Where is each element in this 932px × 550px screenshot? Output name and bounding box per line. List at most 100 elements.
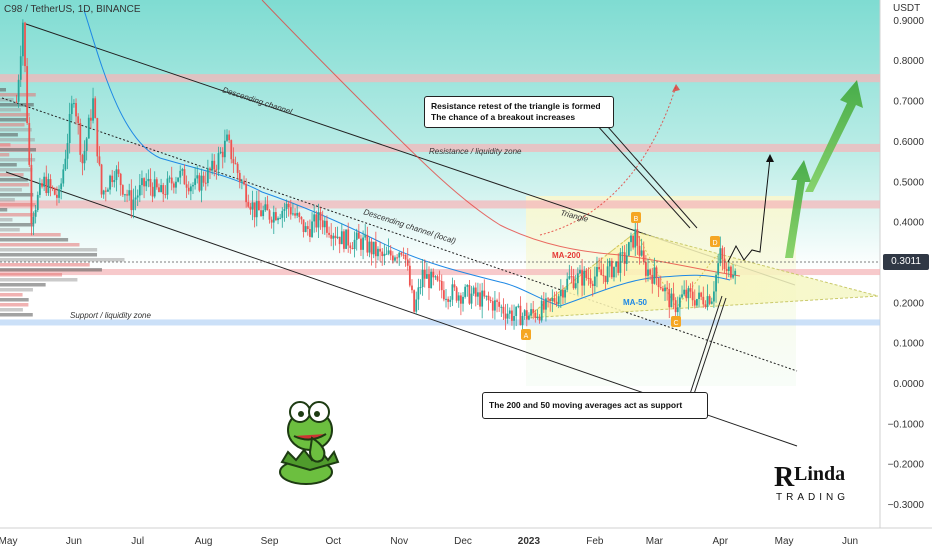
candle-body (398, 252, 401, 258)
candle-body (198, 175, 201, 191)
candle-body (659, 287, 662, 289)
candle-body (206, 168, 209, 184)
volume-profile-bar (0, 223, 35, 227)
candle-body (483, 290, 486, 297)
candle-body (389, 250, 392, 256)
candle-body (153, 179, 156, 197)
candle-body (600, 269, 603, 276)
candle-body (730, 266, 732, 278)
logo-letter: R (774, 462, 795, 493)
time-tick-label: Dec (454, 536, 472, 547)
candle-body (536, 316, 539, 319)
time-tick-label: Jun (66, 536, 82, 547)
time-tick-label: 2023 (518, 536, 541, 547)
candle-body (710, 301, 713, 304)
candle-body (400, 252, 403, 255)
candle-body (192, 184, 194, 187)
candle-body (647, 269, 649, 276)
candle-body (351, 248, 354, 250)
candle-body (570, 276, 573, 278)
price-tick-label: 0.1000 (893, 339, 924, 350)
candle-body (664, 287, 666, 292)
descending-channel-local-mid (1, 97, 798, 372)
candle-body (109, 175, 111, 190)
candle-body (113, 180, 116, 183)
candle-body (477, 292, 479, 297)
candle-body (472, 287, 475, 294)
ma200-line (261, 0, 741, 277)
candle-body (672, 293, 675, 301)
candle-body (347, 229, 350, 246)
candle-body (245, 184, 248, 203)
candle-body (41, 183, 43, 187)
ma50-line (83, 9, 731, 307)
candle-body (413, 290, 416, 312)
candle-body (81, 154, 84, 164)
candle-body (602, 275, 605, 277)
candle-body (428, 274, 430, 289)
volume-profile-bar (0, 298, 29, 302)
candle-body (221, 151, 224, 158)
volume-profile-bar (0, 163, 17, 167)
candle-body (627, 242, 630, 256)
candle-body (547, 298, 549, 300)
candle-body (117, 169, 120, 174)
candle-body (504, 313, 507, 319)
candle-body (326, 220, 328, 233)
volume-profile-bar (0, 103, 34, 107)
candle-body (508, 310, 511, 314)
candle-body (640, 250, 643, 256)
callout-resistance-line2: The chance of a breakout increases (431, 112, 576, 122)
candle-body (309, 229, 311, 237)
volume-profile-bar (0, 138, 35, 142)
green-arrow-2 (805, 80, 863, 192)
candle-body (502, 306, 505, 314)
candle-body (438, 280, 441, 282)
candle-body (279, 217, 282, 219)
volume-profile-bar (0, 288, 33, 292)
candle-body (328, 232, 330, 235)
candle-body (115, 169, 118, 181)
candle-body (19, 56, 22, 80)
candle-body (134, 197, 137, 200)
candle-body (149, 178, 152, 187)
candle-body (613, 266, 615, 278)
candle-body (442, 290, 445, 300)
candle-body (511, 310, 513, 321)
candle-body (28, 123, 31, 165)
candle-body (323, 220, 326, 228)
candle-body (141, 178, 143, 186)
candle-body (104, 190, 107, 192)
candle-body (562, 290, 564, 298)
candle-body (43, 176, 46, 187)
candle-body (102, 190, 105, 195)
candle-body (73, 103, 75, 105)
candle-body (79, 122, 82, 155)
candle-body (183, 169, 186, 185)
candle-body (96, 118, 99, 157)
candle-body (298, 212, 301, 217)
candle-body (404, 254, 407, 260)
candle-body (36, 194, 39, 211)
price-tick-label: 0.6000 (893, 137, 924, 148)
candle-body (64, 158, 67, 170)
candle-body (243, 181, 245, 185)
candle-body (253, 202, 256, 218)
candle-body (47, 179, 50, 194)
volume-profile-bar (0, 168, 33, 172)
zone-band (0, 143, 880, 152)
candle-body (362, 237, 364, 250)
candles-layer (15, 19, 737, 337)
candle-body (583, 270, 586, 286)
candle-body (591, 283, 594, 287)
volume-profile-bar (0, 213, 36, 217)
price-tick-label: 0.4000 (893, 218, 924, 229)
candle-body (727, 266, 730, 271)
time-tick-label: May (0, 536, 17, 547)
candle-body (411, 285, 413, 291)
candle-body (487, 295, 490, 301)
candle-body (21, 22, 24, 57)
candle-body (213, 160, 216, 170)
